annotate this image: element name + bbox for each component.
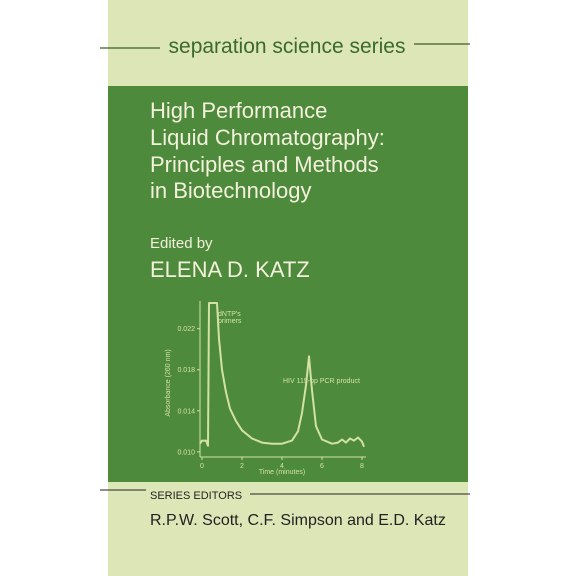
- annotation: primers: [218, 318, 242, 325]
- cover-panel: [108, 86, 468, 482]
- annotation: dNTP's: [218, 311, 241, 318]
- title-line: Principles and Methods: [150, 152, 379, 177]
- title-line: in Biotechnology: [150, 178, 311, 203]
- x-axis-label: Time (minutes): [259, 469, 305, 476]
- series-editors: R.P.W. Scott, C.F. Simpson and E.D. Katz: [150, 512, 446, 529]
- trace: [199, 302, 365, 448]
- x-tick-label: 4: [280, 463, 284, 470]
- x-tick-label: 2: [240, 463, 244, 470]
- x-tick-label: 8: [360, 463, 364, 470]
- title-line: High Performance: [150, 98, 327, 123]
- editor: ELENA D. KATZ: [150, 257, 310, 282]
- edited-by: Edited by: [150, 235, 213, 252]
- annotation: HIV 115-bp PCR product: [283, 378, 360, 385]
- title-line: Liquid Chromatography:: [150, 125, 385, 150]
- y-tick-label: 0.022: [177, 326, 195, 333]
- x-tick-label: 6: [320, 463, 324, 470]
- series-name: separation science series: [169, 35, 406, 58]
- y-tick-label: 0.010: [177, 449, 195, 456]
- series-editors-heading: SERIES EDITORS: [150, 490, 242, 502]
- y-axis-label: Absorbance (260 nm): [165, 349, 172, 416]
- y-tick-label: 0.018: [177, 367, 195, 374]
- chromatogram: 0.010 0.014 0.018 0.022 0 2 4 6 8 Time (minutes) A…: [165, 301, 366, 476]
- x-tick-label: 0: [200, 463, 204, 470]
- y-tick-label: 0.014: [177, 408, 195, 415]
